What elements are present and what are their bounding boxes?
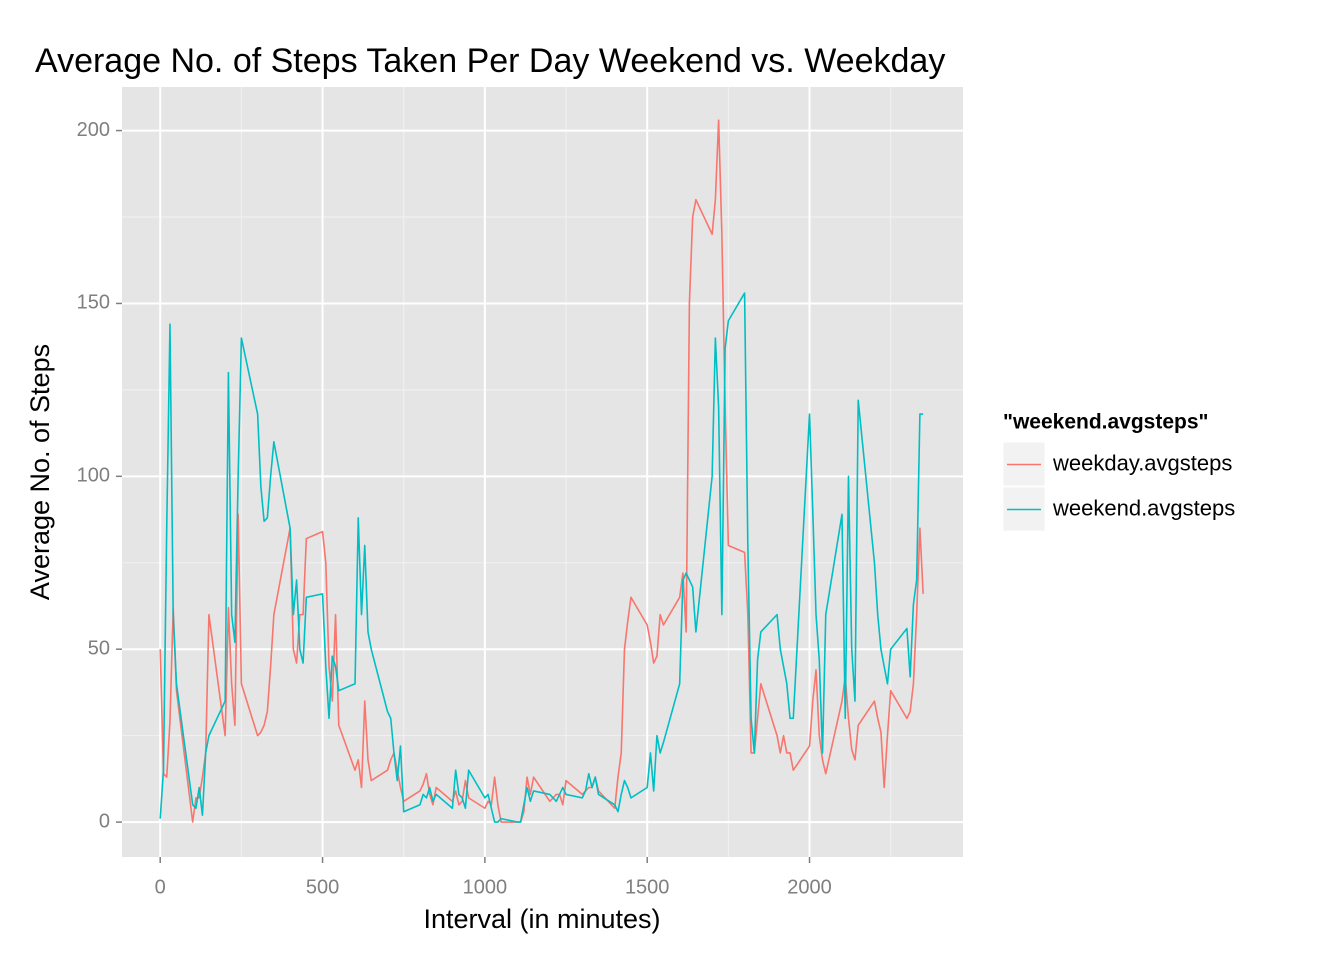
- data-line: [159, 119, 924, 823]
- y-tick-label: 50: [88, 637, 110, 659]
- chart-title: Average No. of Steps Taken Per Day Weeke…: [35, 42, 945, 80]
- x-tick-label: 1000: [463, 876, 508, 898]
- x-tick-label: 1500: [625, 876, 670, 898]
- legend-title: "weekend.avgsteps": [1003, 411, 1209, 434]
- x-axis-label: Interval (in minutes): [423, 904, 660, 934]
- data-line: [159, 292, 924, 823]
- y-axis-label: Average No. of Steps: [25, 344, 55, 600]
- y-tick-label: 100: [77, 465, 110, 487]
- y-tick-label: 200: [77, 119, 110, 141]
- x-tick-label: 2000: [787, 876, 832, 898]
- y-tick-label: 0: [99, 810, 110, 832]
- legend-label: weekday.avgsteps: [1052, 450, 1232, 475]
- x-tick-label: 0: [155, 876, 166, 898]
- y-tick-label: 150: [77, 292, 110, 314]
- x-tick-label: 500: [306, 876, 339, 898]
- legend-label: weekend.avgsteps: [1052, 495, 1235, 520]
- plot-panel: [122, 87, 963, 857]
